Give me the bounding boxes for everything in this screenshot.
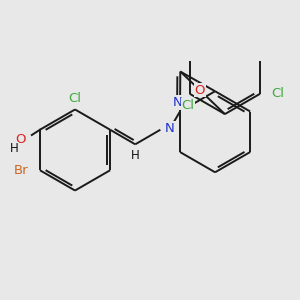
- Text: N: N: [165, 122, 175, 135]
- Text: Br: Br: [14, 164, 28, 177]
- Text: O: O: [194, 84, 205, 97]
- Text: N: N: [173, 96, 183, 109]
- Text: O: O: [15, 134, 25, 146]
- Text: H: H: [10, 142, 19, 155]
- Text: Cl: Cl: [271, 87, 284, 100]
- Text: Cl: Cl: [68, 92, 82, 105]
- Text: Cl: Cl: [181, 99, 194, 112]
- Text: H: H: [131, 149, 140, 162]
